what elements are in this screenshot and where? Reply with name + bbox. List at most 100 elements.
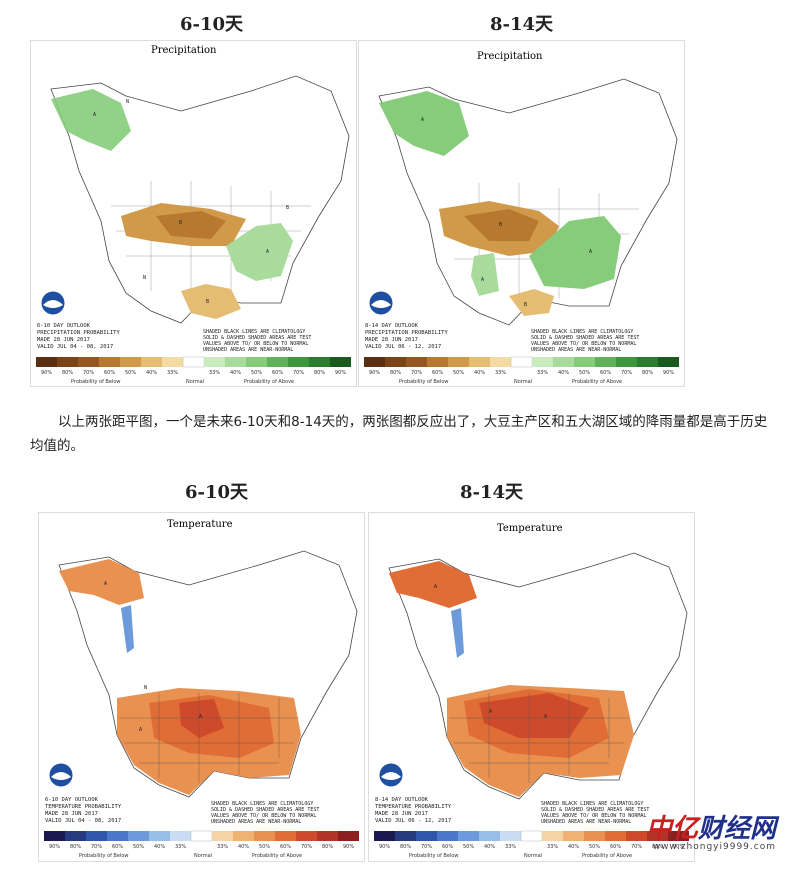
svg-text:B: B (179, 220, 182, 226)
legend-tick-below: 60% (442, 844, 453, 850)
svg-text:A: A (199, 714, 202, 720)
legend-tick-above: 90% (663, 370, 674, 376)
legend-swatch-below (78, 357, 99, 367)
legend-swatch-above (605, 831, 626, 841)
svg-text:A: A (544, 714, 547, 720)
svg-text:SHADED BLACK LINES ARE CLIMATO: SHADED BLACK LINES ARE CLIMATOLOGY (211, 801, 313, 807)
legend-tick-above: 70% (631, 844, 642, 850)
legend-tick-below: 90% (379, 844, 390, 850)
legend-swatch-above (233, 831, 254, 841)
legend-normal-label: Normal (524, 853, 542, 859)
legend-tick-above: 80% (322, 844, 333, 850)
svg-text:8-14 DAY OUTLOOK: 8-14 DAY OUTLOOK (365, 323, 419, 329)
legend-swatch-below (427, 357, 448, 367)
alaska-above-region (379, 91, 469, 156)
legend-tick-above: 33% (217, 844, 228, 850)
map-letters: A N B A B N B (93, 99, 289, 305)
legend-normal-label: Normal (194, 853, 212, 859)
legend-swatch-below (65, 831, 86, 841)
outlook-text: 6-10 DAY OUTLOOK PRECIPITATION PROBABILI… (37, 323, 120, 350)
legend-tick-above: 60% (600, 370, 611, 376)
plains-below-core (156, 211, 226, 239)
key-text: SHADED BLACK LINES ARE CLIMATOLOGY SOLID… (541, 801, 649, 825)
legend-tick-above: 50% (589, 844, 600, 850)
svg-text:TEMPERATURE PROBABILITY: TEMPERATURE PROBABILITY (45, 804, 122, 810)
legend-tick-below: 40% (484, 844, 495, 850)
coast-below-region (451, 608, 464, 658)
map-title: Temperature (497, 523, 563, 534)
legend-tick-below: 90% (49, 844, 60, 850)
key-text: SHADED BLACK LINES ARE CLIMATOLOGY SOLID… (203, 329, 311, 353)
svg-text:SHADED BLACK LINES ARE CLIMATO: SHADED BLACK LINES ARE CLIMATOLOGY (531, 329, 633, 335)
svg-text:6-10 DAY OUTLOOK: 6-10 DAY OUTLOOK (37, 323, 91, 329)
temp-6-10-map: Temperature A N A A 6-10 DAY OUTLOOK TEM… (38, 512, 365, 862)
noaa-logo (40, 290, 66, 316)
precip-8-14-map: Precipitation A B A A B 8-14 DAY OUTLOOK… (358, 40, 685, 387)
legend-swatch-above (267, 357, 288, 367)
map-title: Temperature (167, 519, 233, 530)
south-below-region (181, 284, 241, 319)
legend-above-label: Probability of Above (582, 853, 632, 859)
legend-tick-above: 90% (343, 844, 354, 850)
legend-swatch-below (170, 831, 191, 841)
legend-swatch-below (128, 831, 149, 841)
svg-text:SOLID & DASHED SHADED AREAS AR: SOLID & DASHED SHADED AREAS ARE TEST (541, 807, 649, 813)
legend-tick-below: 80% (70, 844, 81, 850)
svg-text:SOLID & DASHED SHADED AREAS AR: SOLID & DASHED SHADED AREAS ARE TEST (211, 807, 319, 813)
legend-swatch-below (500, 831, 521, 841)
svg-text:VALID JUL 06 - 12, 2017: VALID JUL 06 - 12, 2017 (365, 344, 441, 350)
svg-text:SHADED BLACK LINES ARE CLIMATO: SHADED BLACK LINES ARE CLIMATOLOGY (203, 329, 305, 335)
svg-text:VALID JUL 04 - 08, 2017: VALID JUL 04 - 08, 2017 (37, 344, 113, 350)
legend-tick-below: 70% (411, 370, 422, 376)
legend-tick-above: 90% (673, 844, 684, 850)
legend-tick-below: 50% (125, 370, 136, 376)
svg-text:N: N (144, 685, 147, 691)
watermark-part1: 中亿 (645, 814, 698, 844)
noaa-logo (378, 762, 404, 788)
legend-tick-above: 33% (209, 370, 220, 376)
legend-swatch-below (469, 357, 490, 367)
analysis-paragraph: 以上两张距平图，一个是未来6-10天和8-14天的，两张图都反应出了，大豆主产区… (30, 410, 775, 458)
legend-tick-above: 80% (652, 844, 663, 850)
legend-bar: 90% 80% 70% 60% 50% 40% 33% 33% 40% 50% 60% 70% 80% 9… (374, 830, 689, 859)
svg-text:TEMPERATURE PROBABILITY: TEMPERATURE PROBABILITY (375, 804, 452, 810)
alaska-above-region (51, 89, 131, 151)
legend-swatch-below (44, 831, 65, 841)
outlook-text: 6-10 DAY OUTLOOK TEMPERATURE PROBABILITY… (45, 797, 122, 824)
svg-text:A: A (489, 709, 492, 715)
legend-tick-above: 50% (579, 370, 590, 376)
alaska-above-region (59, 559, 144, 605)
temp-8-14-heading: 8-14天 (460, 482, 524, 503)
svg-text:SOLID & DASHED SHADED AREAS AR: SOLID & DASHED SHADED AREAS ARE TEST (203, 335, 311, 341)
legend-swatch-above (563, 831, 584, 841)
legend-normal-label: Normal (186, 379, 204, 385)
legend-swatch-below (107, 831, 128, 841)
outlook-text: 8-14 DAY OUTLOOK TEMPERATURE PROBABILITY… (375, 797, 452, 824)
legend-below-label: Probability of Below (409, 853, 458, 859)
watermark-url: www.zhongyi9999.com (652, 842, 776, 852)
state-lines (449, 693, 629, 783)
legend-swatch-normal (190, 830, 213, 842)
legend-tick-below: 70% (421, 844, 432, 850)
svg-text:SHADED BLACK LINES ARE CLIMATO: SHADED BLACK LINES ARE CLIMATOLOGY (541, 801, 643, 807)
svg-text:MADE 28 JUN 2017: MADE 28 JUN 2017 (37, 337, 90, 343)
legend-normal-label: Normal (514, 379, 532, 385)
legend-tick-below: 90% (41, 370, 52, 376)
legend-below-label: Probability of Below (71, 379, 120, 385)
legend-swatch-above (553, 357, 574, 367)
east-above-region (226, 223, 293, 281)
precip-8-14-heading: 8-14天 (490, 14, 554, 35)
map-letters: A B A A B (421, 117, 592, 308)
svg-text:A: A (421, 117, 424, 123)
legend-tick-below: 90% (369, 370, 380, 376)
svg-text:VALID JUL 06 - 12, 2017: VALID JUL 06 - 12, 2017 (375, 818, 451, 824)
legend-above-label: Probability of Above (572, 379, 622, 385)
legend-swatch-above (637, 357, 658, 367)
legend-swatch-normal (510, 356, 533, 368)
legend-tick-above: 70% (301, 844, 312, 850)
temp-8-14-map: Temperature A A A 8-14 DAY OUTLOOK TEMPE… (368, 512, 695, 862)
svg-text:MADE 28 JUN 2017: MADE 28 JUN 2017 (45, 811, 98, 817)
legend-swatch-above (595, 357, 616, 367)
legend-swatch-above (212, 831, 233, 841)
legend-swatch-above (254, 831, 275, 841)
